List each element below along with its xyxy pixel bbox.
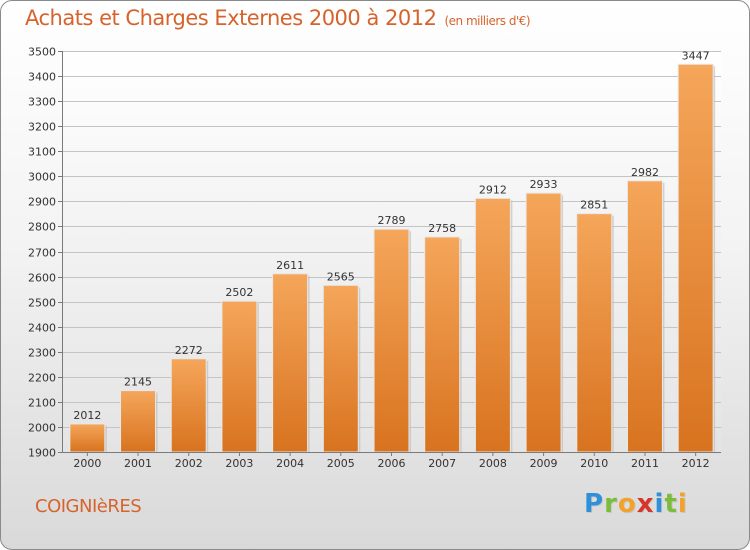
data-label: 2851 [580,199,608,212]
y-tick-label: 2900 [28,196,56,209]
x-tick-label: 2010 [580,457,608,470]
bar [677,63,714,453]
chart-subtitle: (en milliers d'€) [444,14,531,28]
data-label: 2789 [378,214,406,227]
y-tick-label: 1900 [28,447,56,460]
data-label: 3447 [682,49,710,62]
x-tick-label: 2002 [175,457,203,470]
y-tick-label: 3100 [28,146,56,159]
y-tick-label: 3400 [28,71,56,84]
data-label: 2758 [428,222,456,235]
x-tick-label: 2004 [276,457,304,470]
bar [576,213,613,453]
bar [322,284,359,453]
logo-letter: t [664,489,678,519]
bar [221,300,258,453]
y-tick-label: 2400 [28,322,56,335]
bar [373,228,410,453]
data-label: 2502 [225,286,253,299]
y-tick-label: 2300 [28,347,56,360]
town-name: COIGNIèRES [35,496,142,517]
data-label: 2272 [175,344,203,357]
data-label: 2012 [73,409,101,422]
y-tick-label: 2100 [28,397,56,410]
data-label: 2933 [530,178,558,191]
x-tick-label: 2006 [378,457,406,470]
data-label: 2982 [631,166,659,179]
y-tick-label: 3000 [28,171,56,184]
logo-letter: P [584,489,605,519]
y-tick-label: 2500 [28,297,56,310]
bar [69,423,106,453]
x-tick-label: 2012 [682,457,710,470]
x-tick-label: 2005 [327,457,355,470]
bar [525,192,562,453]
bar [170,358,207,453]
y-tick-label: 2000 [28,422,56,435]
logo-letter: i [677,489,688,519]
logo-letter: r [604,489,618,519]
data-label: 2912 [479,183,507,196]
data-label: 2145 [124,376,152,389]
y-tick-label: 2200 [28,372,56,385]
logo-letter: i [654,489,665,519]
bar [272,273,309,453]
y-tick-label: 2700 [28,247,56,260]
y-tick-label: 3300 [28,96,56,109]
y-tick-label: 2800 [28,221,56,234]
y-tick-label: 3200 [28,121,56,134]
chart-title: Achats et Charges Externes 2000 à 2012 (e… [25,6,531,30]
bar [120,390,157,453]
x-tick-label: 2007 [428,457,456,470]
y-tick-label: 2600 [28,272,56,285]
bar [424,236,461,453]
logo-letter: o [617,489,637,519]
y-tick-label: 3500 [28,46,56,59]
data-label: 2611 [276,259,304,272]
bar [474,197,511,453]
data-label: 2565 [327,270,355,283]
proxiti-logo[interactable]: Proxiti [584,489,688,519]
logo-letter: x [636,489,655,519]
x-tick-label: 2001 [124,457,152,470]
x-tick-label: 2000 [73,457,101,470]
x-tick-label: 2011 [631,457,659,470]
x-tick-label: 2009 [530,457,558,470]
x-tick-label: 2003 [225,457,253,470]
x-tick-label: 2008 [479,457,507,470]
bar [626,180,663,453]
chart-title-text: Achats et Charges Externes 2000 à 2012 [25,6,437,30]
